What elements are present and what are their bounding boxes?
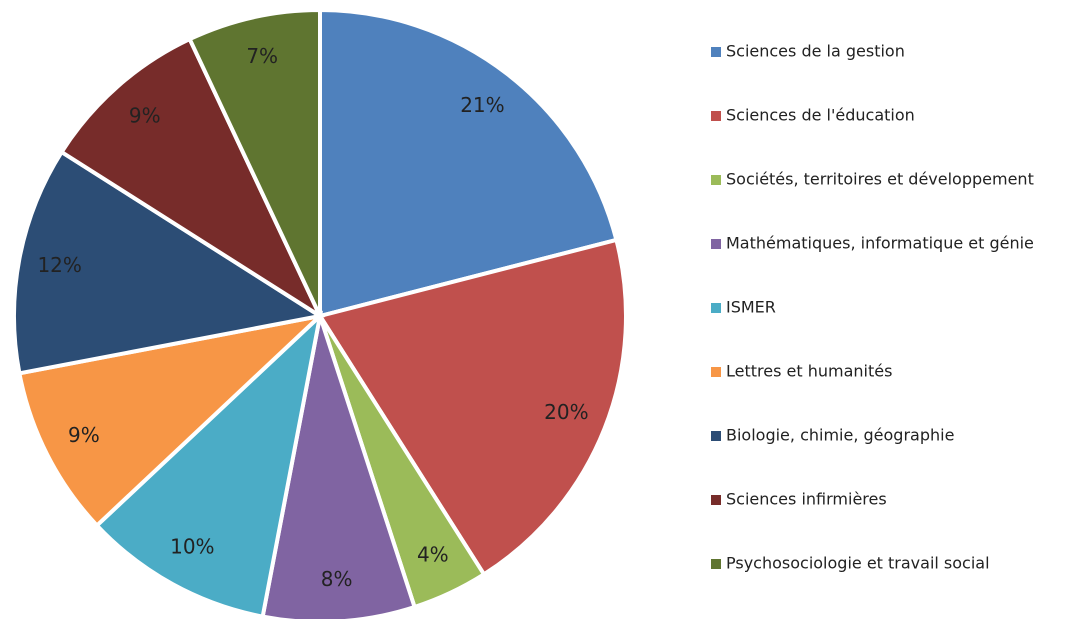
slice-label: 9% (68, 423, 100, 447)
legend-swatch (711, 47, 721, 57)
legend-swatch (711, 367, 721, 377)
slice-label: 21% (460, 93, 504, 117)
slice-label: 10% (170, 535, 214, 559)
pie-slice (12, 149, 326, 376)
pie-slice (94, 310, 324, 619)
legend-label: Mathématiques, informatique et génie (726, 234, 1034, 253)
legend-label: Sciences de l'éducation (726, 106, 915, 125)
legend-swatch (711, 495, 721, 505)
pie-slice (187, 7, 322, 317)
pie-slice (316, 237, 628, 578)
pie-slice (318, 7, 619, 319)
legend-swatch (711, 239, 721, 249)
legend-label: Sciences de la gestion (726, 42, 905, 61)
slice-label: 7% (246, 44, 278, 68)
pie-slice (260, 315, 418, 619)
legend-swatch (711, 175, 721, 185)
pie-slice (58, 36, 325, 322)
legend-swatch (711, 559, 721, 569)
legend-swatch (711, 303, 721, 313)
legend-swatch (711, 111, 721, 121)
slice-label: 9% (129, 104, 161, 128)
slice-label: 12% (37, 253, 81, 277)
legend-label: Psychosociologie et travail social (726, 554, 990, 573)
slice-label: 20% (544, 400, 588, 424)
slice-label: 8% (321, 567, 353, 591)
legend-label: Sciences infirmières (726, 490, 887, 509)
legend-label: Sociétés, territoires et développement (726, 170, 1034, 189)
slice-label: 4% (417, 542, 449, 566)
legend-label: ISMER (726, 298, 776, 317)
pie-slice (17, 312, 327, 529)
legend-swatch (711, 431, 721, 441)
legend-label: Biologie, chimie, géographie (726, 426, 954, 445)
legend-label: Lettres et humanités (726, 362, 892, 381)
